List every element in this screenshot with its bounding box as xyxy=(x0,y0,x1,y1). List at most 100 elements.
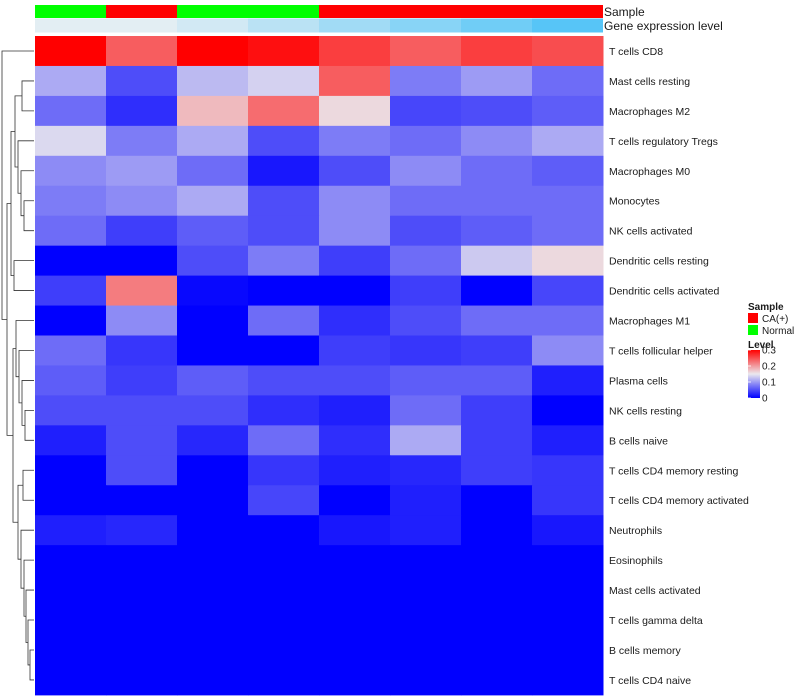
heatmap-cell xyxy=(461,36,533,67)
row-label: T cells CD4 naive xyxy=(609,675,691,687)
heatmap-cell xyxy=(461,335,533,366)
level-legend-title: Level xyxy=(748,340,774,351)
heatmap-cell xyxy=(248,635,320,666)
heatmap-cell xyxy=(106,515,178,546)
row-label: Monocytes xyxy=(609,196,660,208)
heatmap-cell xyxy=(319,575,391,606)
heatmap-cell xyxy=(35,215,107,247)
heatmap-cell xyxy=(106,215,178,247)
dendrogram-branch xyxy=(10,131,15,276)
heatmap-cell xyxy=(532,395,604,426)
heatmap-cell xyxy=(248,425,320,456)
dendrogram-branch xyxy=(23,200,34,232)
heatmap-cell xyxy=(177,515,249,546)
heatmap-cell xyxy=(35,515,107,546)
heatmap-cell xyxy=(35,125,107,157)
gene-expression-annotation-cell xyxy=(106,18,177,33)
dendrogram-branch xyxy=(20,170,34,217)
heatmap-cell xyxy=(390,515,462,546)
heatmap-cell xyxy=(532,575,604,606)
gene-expression-annotation-cell xyxy=(532,18,603,33)
heatmap-cell xyxy=(532,425,604,456)
heatmap-cell xyxy=(532,95,604,127)
heatmap-cell xyxy=(461,545,533,576)
heatmap-cell xyxy=(319,335,391,366)
heatmap-cell xyxy=(35,305,107,336)
heatmap-cell xyxy=(532,65,604,97)
heatmap-cell xyxy=(35,485,107,516)
gene-expression-annotation-label: Gene expression level xyxy=(604,19,723,33)
sample-annotation-cell xyxy=(319,5,390,18)
heatmap-cell xyxy=(461,425,533,456)
heatmap-cell xyxy=(390,545,462,576)
heatmap-cell xyxy=(177,425,249,456)
heatmap-cell xyxy=(461,155,533,187)
heatmap-cell xyxy=(177,395,249,426)
heatmap-cell xyxy=(177,575,249,606)
heatmap-cell xyxy=(177,605,249,636)
heatmap-cell xyxy=(177,36,249,67)
heatmap-cell xyxy=(177,125,249,157)
heatmap-cell xyxy=(248,335,320,366)
heatmap-cell xyxy=(35,455,107,486)
sample-annotation-cell xyxy=(461,5,532,18)
heatmap-cell xyxy=(461,65,533,97)
heatmap-cell xyxy=(35,36,107,67)
dendrogram-branch xyxy=(20,529,34,589)
sample-annotation-cell xyxy=(106,5,177,18)
heatmap-cell xyxy=(461,185,533,217)
dendrogram-branch xyxy=(23,559,34,617)
heatmap-cell xyxy=(319,365,391,396)
heatmap-cell xyxy=(319,36,391,67)
heatmap-cell xyxy=(35,425,107,456)
heatmap-cell xyxy=(390,335,462,366)
gene-expression-annotation-cell xyxy=(390,18,461,33)
row-dendrogram xyxy=(1,50,34,681)
row-label: NK cells activated xyxy=(609,226,693,238)
heatmap-cell xyxy=(177,455,249,486)
heatmap-cell xyxy=(390,95,462,127)
heatmap-cell xyxy=(248,455,320,486)
heatmap-cell xyxy=(248,65,320,97)
dendrogram-branch xyxy=(21,80,34,112)
heatmap-cell xyxy=(106,485,178,516)
heatmap-cell xyxy=(390,245,462,277)
heatmap-cell xyxy=(248,605,320,636)
row-label: B cells memory xyxy=(609,645,682,657)
row-label: T cells CD4 memory activated xyxy=(609,495,749,507)
row-label: Neutrophils xyxy=(609,525,662,537)
row-labels: T cells CD8 Mast cells resting Macrophages… xyxy=(609,46,749,687)
heatmap-cell xyxy=(390,605,462,636)
dendrogram-branch xyxy=(21,380,34,426)
heatmap-cell xyxy=(248,545,320,576)
sample-legend-label: Normal xyxy=(762,326,794,337)
dendrogram-branch xyxy=(25,589,34,643)
level-tick-label: 0 xyxy=(762,394,768,405)
heatmap-cell xyxy=(106,664,178,696)
heatmap-cell xyxy=(35,664,107,696)
gene-expression-annotation-cell xyxy=(248,18,319,33)
heatmap-cell xyxy=(461,125,533,157)
heatmap-cell xyxy=(461,455,533,486)
heatmap-cell xyxy=(248,365,320,396)
heatmap-cell xyxy=(461,395,533,426)
heatmap-cell xyxy=(177,305,249,336)
heatmap-cell xyxy=(248,185,320,217)
heatmap-cell xyxy=(319,245,391,277)
heatmap-cell xyxy=(248,515,320,546)
row-label: Macrophages M2 xyxy=(609,106,690,118)
heatmap-cell xyxy=(35,395,107,426)
heatmap-cell xyxy=(177,65,249,97)
gene-expression-annotation-cell xyxy=(461,18,532,33)
dendrogram-branch xyxy=(27,619,34,666)
gene-expression-annotation-cell xyxy=(319,18,390,33)
heatmap-cell xyxy=(35,155,107,187)
heatmap-cell xyxy=(177,215,249,247)
heatmap-cell xyxy=(461,365,533,396)
gene-expression-annotation-cell xyxy=(35,18,106,33)
heatmap-cell xyxy=(532,664,604,696)
heatmap-cell xyxy=(106,425,178,456)
heatmap-cell xyxy=(35,245,107,277)
